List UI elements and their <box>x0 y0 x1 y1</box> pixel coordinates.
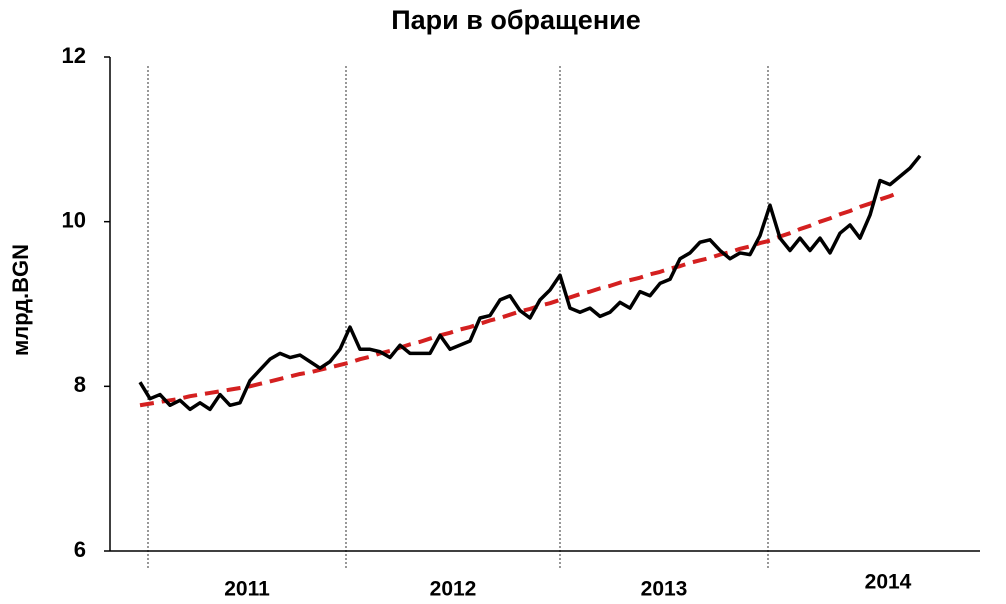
x-tick-label: 2014 <box>865 571 912 594</box>
x-tick-label: 2012 <box>430 578 477 601</box>
y-tick-label: 8 <box>74 372 86 397</box>
data-line <box>138 154 922 412</box>
y-axis-label: млрд.BGN <box>8 244 33 356</box>
chart-title: Пари в обращение <box>391 5 641 35</box>
y-tick-label: 6 <box>74 537 86 562</box>
y-tick-label: 10 <box>62 207 86 232</box>
y-tick-label: 12 <box>62 43 86 68</box>
x-tick-label: 2013 <box>641 578 688 601</box>
trend-line <box>139 190 901 408</box>
x-tick-label: 2011 <box>224 578 270 601</box>
